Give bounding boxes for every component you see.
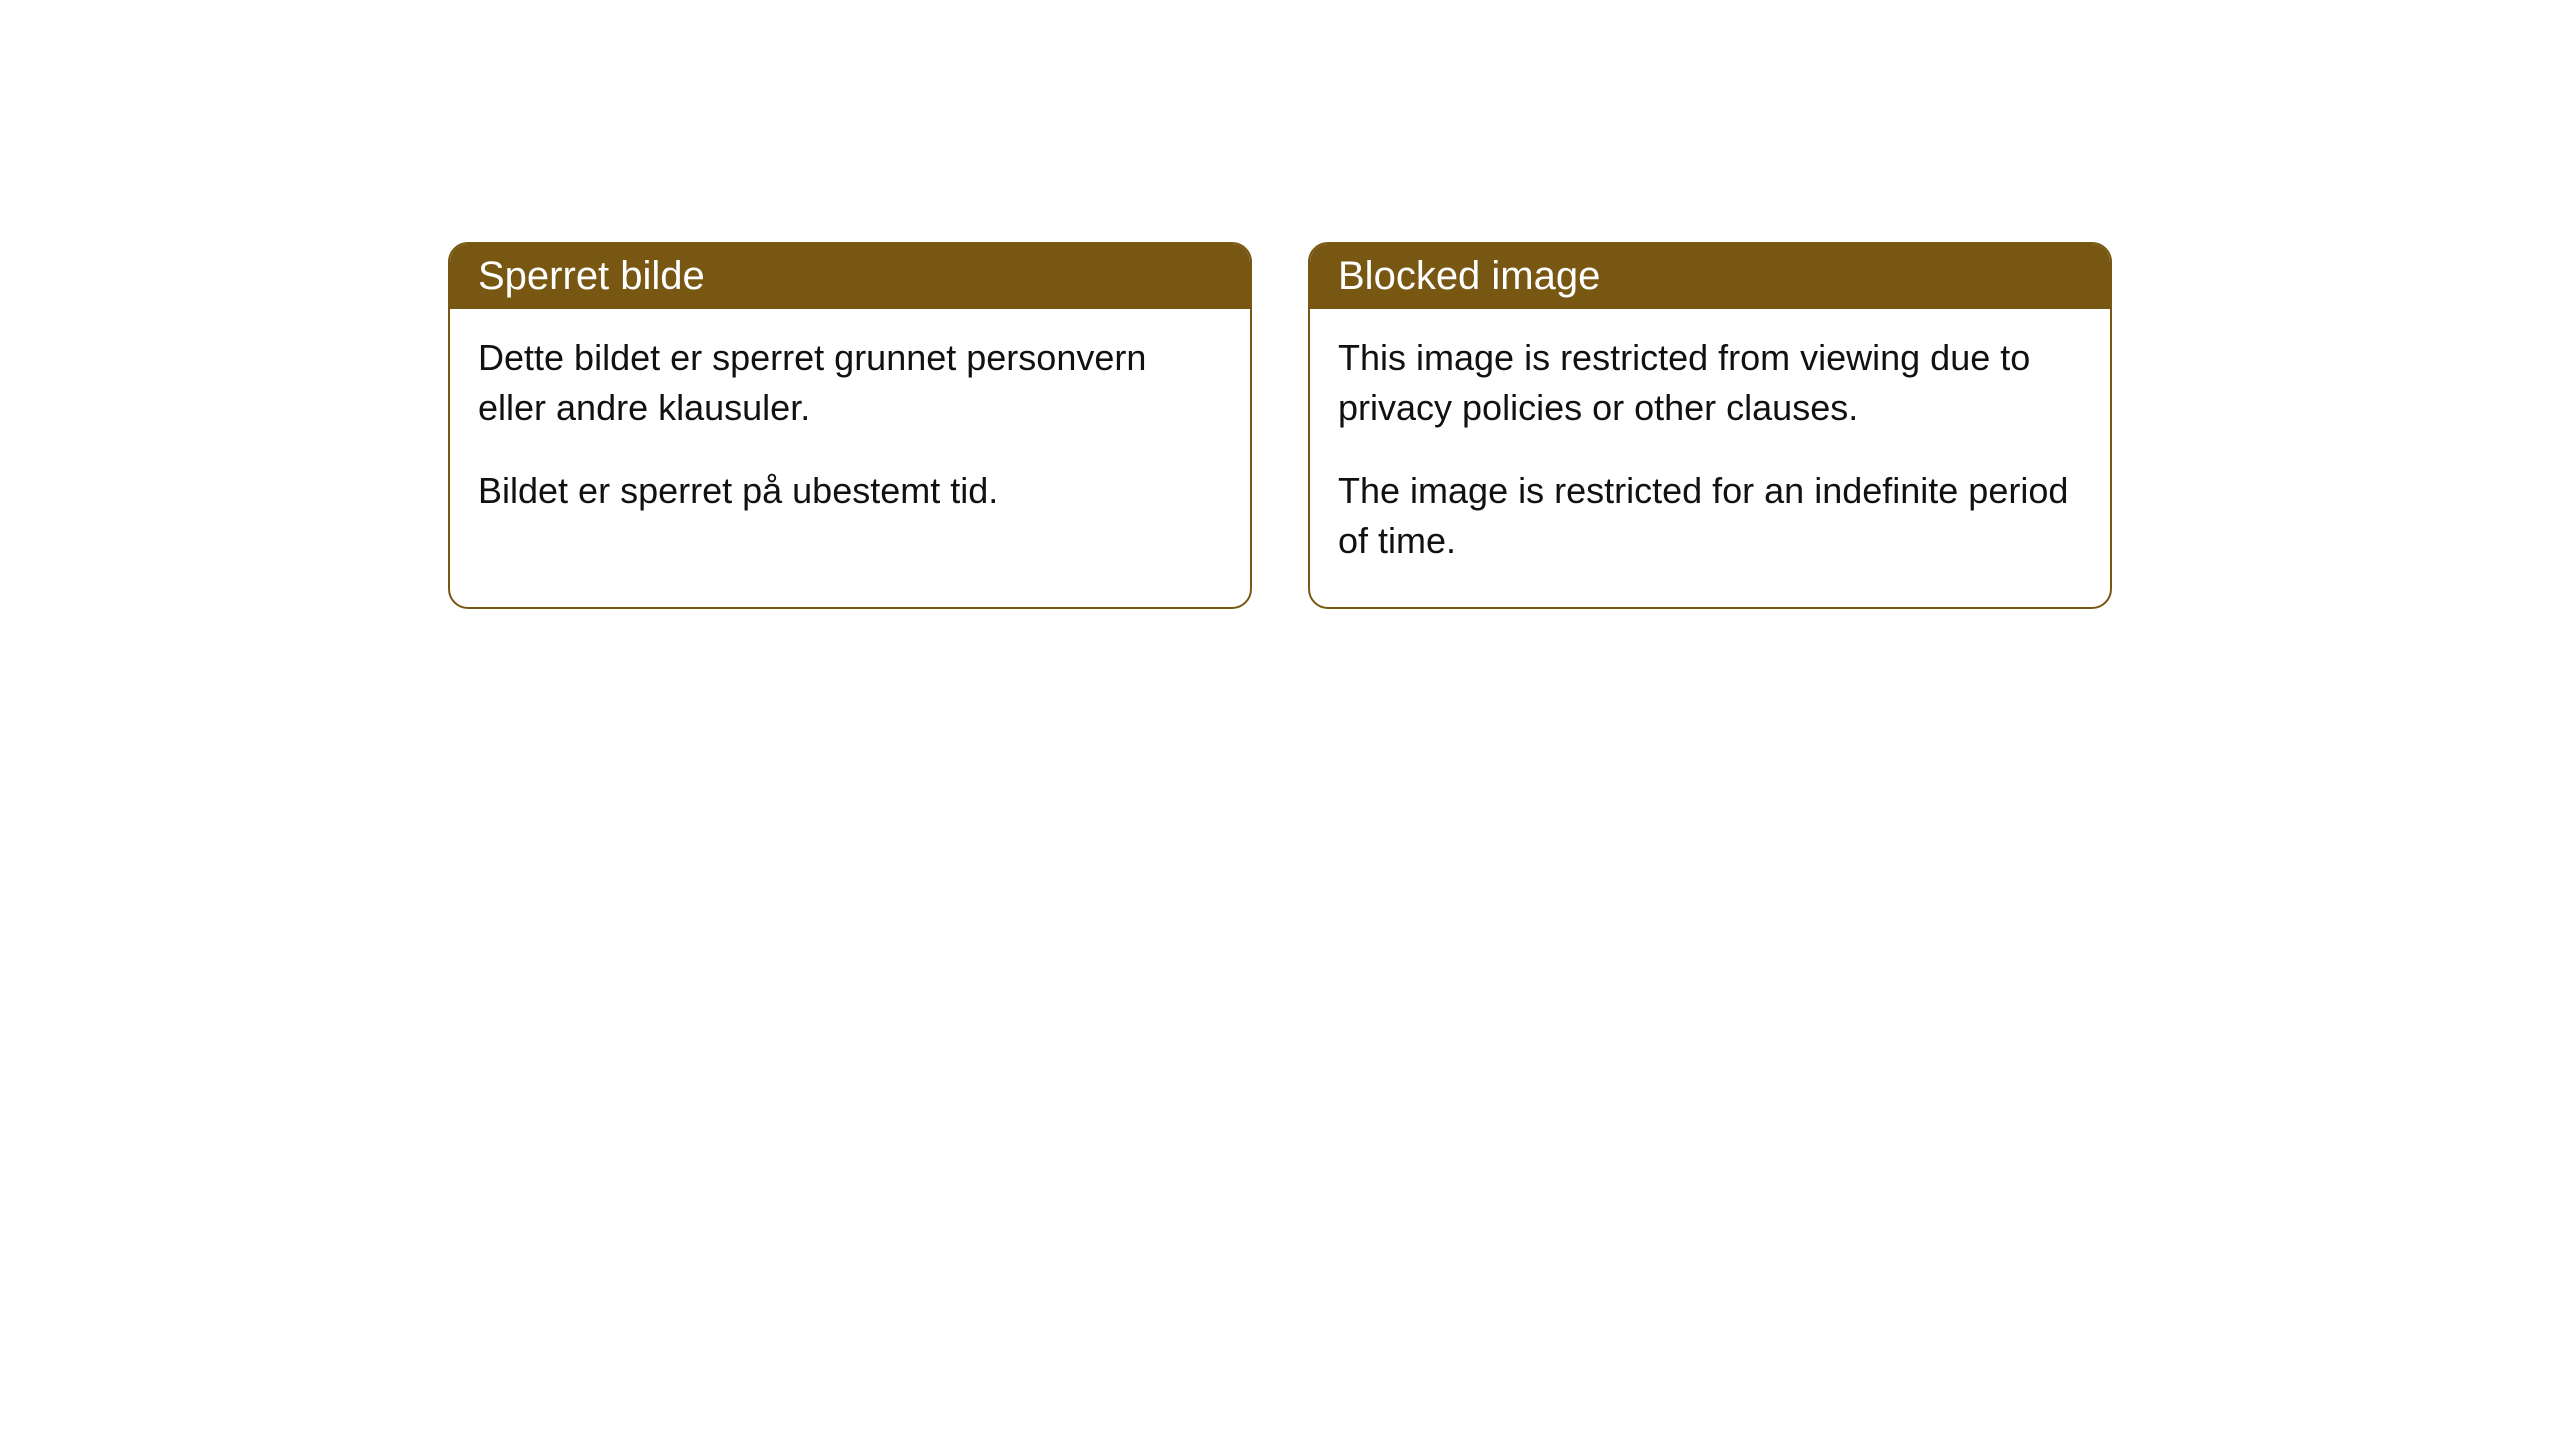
card-header: Sperret bilde (450, 244, 1250, 309)
card-paragraph: This image is restricted from viewing du… (1338, 333, 2082, 434)
card-title: Blocked image (1338, 254, 1600, 298)
card-body: Dette bildet er sperret grunnet personve… (450, 309, 1250, 556)
card-paragraph: The image is restricted for an indefinit… (1338, 466, 2082, 567)
card-paragraph: Bildet er sperret på ubestemt tid. (478, 466, 1222, 516)
card-header: Blocked image (1310, 244, 2110, 309)
notice-card-norwegian: Sperret bilde Dette bildet er sperret gr… (448, 242, 1252, 609)
card-paragraph: Dette bildet er sperret grunnet personve… (478, 333, 1222, 434)
notice-card-english: Blocked image This image is restricted f… (1308, 242, 2112, 609)
card-title: Sperret bilde (478, 254, 705, 298)
card-body: This image is restricted from viewing du… (1310, 309, 2110, 607)
notice-container: Sperret bilde Dette bildet er sperret gr… (0, 0, 2560, 609)
